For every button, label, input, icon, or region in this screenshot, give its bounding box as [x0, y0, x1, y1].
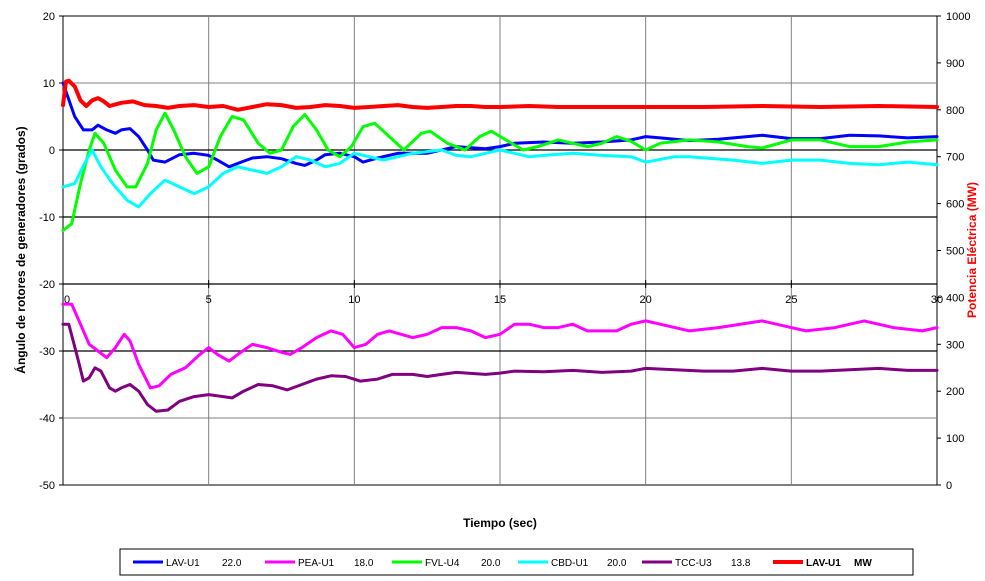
- y2-tick-label: 200: [946, 386, 964, 398]
- y2-tick-label: 1000: [946, 11, 970, 23]
- y2-tick-label: 400: [946, 292, 964, 304]
- y-tick-label: -50: [39, 480, 55, 492]
- y2-axis-title: Potencia Eléctrica (MW): [965, 182, 979, 318]
- axis-ticks: 0 5 10 15 20 25 3020100-10-20-30-40-5010009008…: [39, 11, 970, 492]
- legend-value-cbd-u1: 20.0: [607, 558, 627, 569]
- x-tick-label: 25: [785, 294, 797, 306]
- y2-tick-label: 100: [946, 433, 964, 445]
- series-line-lav-u1-mw: [61, 78, 939, 112]
- y2-tick-label: 900: [946, 58, 964, 70]
- legend-value-pea-u1: 18.0: [354, 558, 374, 569]
- x-tick-label: 0: [64, 294, 70, 306]
- y-axis-title: Ángulo de rotores de generadores (grados…: [13, 126, 28, 373]
- y2-tick-label: 600: [946, 199, 964, 211]
- series: [61, 78, 939, 413]
- y-tick-label: -10: [39, 212, 55, 224]
- legend-label-pea-u1: PEA-U1: [298, 558, 335, 569]
- y-tick-label: 10: [43, 78, 55, 90]
- x-tick-label: 10: [348, 294, 360, 306]
- x-axis-title: Tiempo (sec): [463, 516, 537, 530]
- y2-tick-label: 700: [946, 152, 964, 164]
- y2-tick-label: 500: [946, 246, 964, 258]
- legend-value-lav-u1: 22.0: [222, 558, 242, 569]
- legend-label-fvl-u4: FVL-U4: [425, 558, 460, 569]
- legend-value-lav-u1-mw: MW: [854, 558, 872, 569]
- legend-label-lav-u1-mw: LAV-U1: [806, 558, 841, 569]
- y-tick-label: -40: [39, 413, 55, 425]
- y2-tick-label: 0: [946, 480, 952, 492]
- y-tick-label: -20: [39, 279, 55, 291]
- series-line-cbd-u1: [61, 148, 939, 209]
- series-line-pea-u1: [61, 302, 939, 390]
- y2-tick-label: 300: [946, 339, 964, 351]
- legend: [119, 548, 914, 576]
- legend-value-fvl-u4: 20.0: [481, 558, 501, 569]
- series-line-tcc-u3: [61, 322, 939, 413]
- x-tick-label: 15: [494, 294, 506, 306]
- y-tick-label: 20: [43, 11, 55, 23]
- legend-items: LAV-U1 22.0 PEA-U1 18.0 FVL-U4 20.0 CBD-U1 20.0…: [133, 558, 872, 569]
- y2-tick-label: 800: [946, 105, 964, 117]
- legend-label-tcc-u3: TCC-U3: [675, 558, 712, 569]
- legend-label-lav-u1: LAV-U1: [166, 558, 200, 569]
- x-tick-label: 5: [206, 294, 212, 306]
- x-tick-label: 30: [931, 294, 943, 306]
- legend-value-tcc-u3: 13.8: [731, 558, 751, 569]
- y-tick-label: -30: [39, 346, 55, 358]
- series-line-fvl-u4: [61, 111, 939, 232]
- y-tick-label: 0: [49, 145, 55, 157]
- x-tick-label: 20: [640, 294, 652, 306]
- legend-label-cbd-u1: CBD-U1: [551, 558, 589, 569]
